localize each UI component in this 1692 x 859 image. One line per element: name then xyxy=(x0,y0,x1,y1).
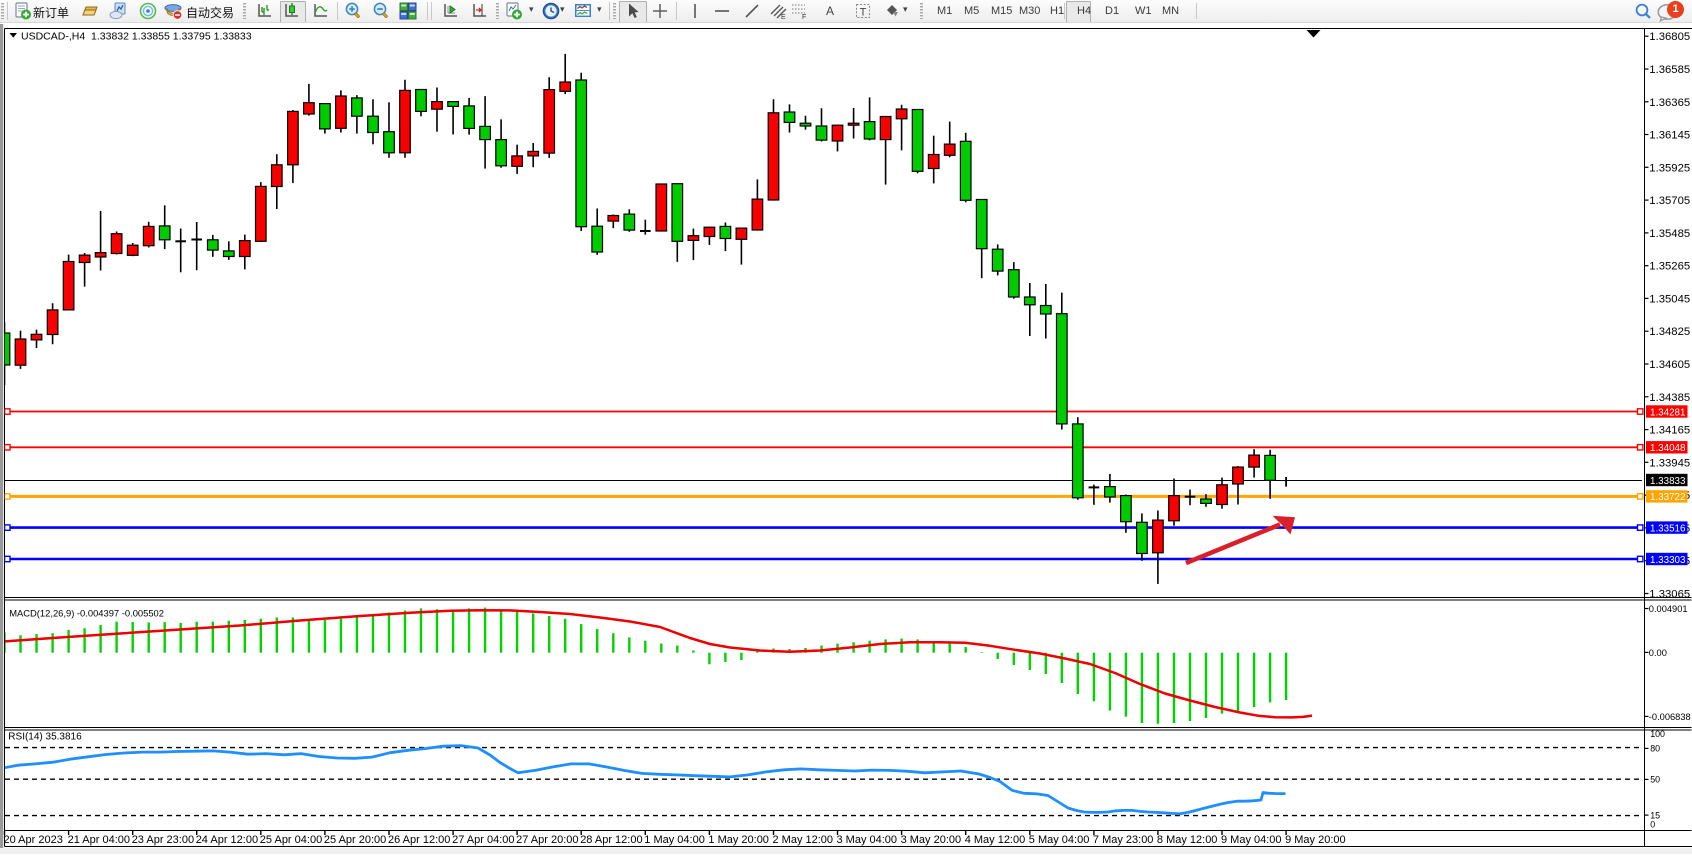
svg-text:7 May 23:00: 7 May 23:00 xyxy=(1093,834,1154,846)
svg-text:1.34605: 1.34605 xyxy=(1649,359,1690,371)
svg-text:1.33722: 1.33722 xyxy=(1650,492,1685,503)
svg-text:0: 0 xyxy=(1650,819,1655,829)
svg-text:26 Apr 12:00: 26 Apr 12:00 xyxy=(388,834,450,846)
svg-text:1 May 20:00: 1 May 20:00 xyxy=(708,834,769,846)
svg-text:27 Apr 04:00: 27 Apr 04:00 xyxy=(452,834,514,846)
svg-text:1.34048: 1.34048 xyxy=(1650,443,1686,454)
svg-text:MACD(12,26,9) -0.004397 -0.005: MACD(12,26,9) -0.004397 -0.005502 xyxy=(9,608,164,619)
svg-text:9 May 20:00: 9 May 20:00 xyxy=(1285,834,1346,846)
svg-text:T: T xyxy=(860,7,867,19)
svg-text:1.33833: 1.33833 xyxy=(1650,476,1686,487)
svg-text:1.34281: 1.34281 xyxy=(1650,407,1685,418)
svg-text:3 May 04:00: 3 May 04:00 xyxy=(837,834,898,846)
svg-text:100: 100 xyxy=(1650,729,1665,739)
svg-text:1.33065: 1.33065 xyxy=(1649,589,1690,601)
svg-text:1.33303: 1.33303 xyxy=(1650,555,1686,566)
svg-text:USDCAD-,H4 1.33832 1.33855 1.: USDCAD-,H4 1.33832 1.33855 1.33795 1.338… xyxy=(21,30,252,42)
svg-text:50: 50 xyxy=(1650,775,1660,785)
svg-text:5 May 04:00: 5 May 04:00 xyxy=(1029,834,1090,846)
svg-text:1.35705: 1.35705 xyxy=(1649,195,1690,207)
svg-text:28 Apr 12:00: 28 Apr 12:00 xyxy=(580,834,642,846)
svg-text:1.34385: 1.34385 xyxy=(1649,392,1690,404)
svg-text:80: 80 xyxy=(1650,744,1660,754)
svg-text:2 May 12:00: 2 May 12:00 xyxy=(773,834,834,846)
svg-text:15: 15 xyxy=(1650,810,1660,820)
svg-text:-0.006838: -0.006838 xyxy=(1649,712,1691,722)
svg-text:1.35265: 1.35265 xyxy=(1649,261,1690,273)
svg-text:8 May 12:00: 8 May 12:00 xyxy=(1157,834,1218,846)
svg-text:1.36365: 1.36365 xyxy=(1649,97,1690,109)
svg-text:27 Apr 20:00: 27 Apr 20:00 xyxy=(516,834,578,846)
svg-text:4 May 12:00: 4 May 12:00 xyxy=(965,834,1026,846)
svg-text:E: E xyxy=(781,14,786,20)
svg-text:25 Apr 04:00: 25 Apr 04:00 xyxy=(260,834,322,846)
svg-text:1.36145: 1.36145 xyxy=(1649,130,1690,142)
svg-text:9 May 04:00: 9 May 04:00 xyxy=(1221,834,1282,846)
svg-text:23 Apr 23:00: 23 Apr 23:00 xyxy=(132,834,194,846)
svg-text:1.33516: 1.33516 xyxy=(1650,523,1686,534)
svg-text:1.36585: 1.36585 xyxy=(1649,64,1690,76)
svg-text:1.35925: 1.35925 xyxy=(1649,162,1690,174)
svg-text:1 May 04:00: 1 May 04:00 xyxy=(644,834,705,846)
svg-text:1.34165: 1.34165 xyxy=(1649,425,1690,437)
svg-text:RSI(14) 35.3816: RSI(14) 35.3816 xyxy=(8,732,82,743)
svg-text:0.004901: 0.004901 xyxy=(1649,604,1688,614)
svg-text:21 Apr 04:00: 21 Apr 04:00 xyxy=(68,834,130,846)
svg-text:24 Apr 12:00: 24 Apr 12:00 xyxy=(196,834,258,846)
svg-text:20 Apr 2023: 20 Apr 2023 xyxy=(4,834,63,846)
svg-text:1.36805: 1.36805 xyxy=(1649,31,1690,43)
svg-text:0.00: 0.00 xyxy=(1649,648,1667,658)
svg-text:1.35485: 1.35485 xyxy=(1649,228,1690,240)
svg-text:1.35045: 1.35045 xyxy=(1649,293,1690,305)
svg-text:25 Apr 20:00: 25 Apr 20:00 xyxy=(324,834,386,846)
svg-text:3 May 20:00: 3 May 20:00 xyxy=(901,834,962,846)
svg-text:F: F xyxy=(802,14,806,20)
svg-text:1.34825: 1.34825 xyxy=(1649,326,1690,338)
svg-text:1.33945: 1.33945 xyxy=(1649,457,1690,469)
